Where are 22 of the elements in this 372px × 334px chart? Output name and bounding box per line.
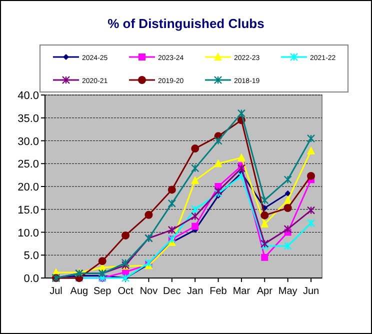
x-tick-label: Oct [118, 286, 134, 297]
y-tick-label: 0.0 [24, 273, 39, 285]
x-tick-label: Jul [50, 286, 62, 297]
x-tick-label: Nov [140, 286, 158, 297]
x-tick-label: Jun [302, 286, 320, 297]
y-tick-label: 5.0 [24, 250, 39, 262]
x-tick-label: Sep [93, 286, 112, 297]
x-tick-label: May [278, 286, 298, 297]
y-tick-label: 25.0 [18, 158, 39, 171]
y-tick-label: 35.0 [18, 112, 39, 125]
y-tick-label: 40.0 [18, 90, 39, 102]
x-tick-label: Dec [163, 286, 181, 297]
x-tick-label: Apr [256, 286, 274, 297]
y-tick-label: 10.0 [18, 227, 39, 240]
x-tick-label: Mar [232, 286, 251, 297]
y-tick-label: 15.0 [18, 204, 39, 216]
chart-title: % of Distinguished Clubs [108, 16, 264, 31]
x-tick-label: Feb [210, 286, 228, 297]
y-tick-label: 30.0 [18, 136, 39, 148]
y-tick-label: 20.0 [18, 182, 39, 194]
x-tick-label: Aug [70, 286, 88, 297]
x-tick-label: Jan [187, 286, 204, 297]
